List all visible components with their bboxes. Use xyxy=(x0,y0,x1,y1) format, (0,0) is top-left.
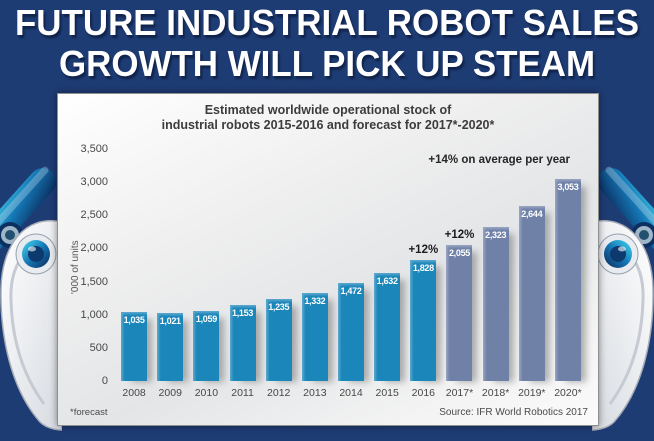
bar-2016: 1,828 +12% xyxy=(408,244,438,381)
bar-column: 2,055 +12% 2017* xyxy=(441,149,477,399)
headline-line-2: GROWTH WILL PICK UP STEAM xyxy=(58,43,596,84)
bar-value-label: 2,055 xyxy=(448,247,470,258)
y-tick-label: 2,500 xyxy=(80,209,108,222)
source-label: Source: IFR World Robotics 2017 xyxy=(439,407,588,418)
y-tick-label: 3,000 xyxy=(80,176,108,189)
chart-title-line-2: industrial robots 2015-2016 and forecast… xyxy=(161,118,495,132)
y-tick-label: 2,000 xyxy=(80,242,108,255)
forecast-footnote: *forecast xyxy=(70,407,108,418)
bar-value-label: 1,828 xyxy=(412,262,434,273)
x-tick-label: 2017* xyxy=(445,387,474,399)
x-tick-label: 2015 xyxy=(375,387,399,399)
bar-2009: 1,021 xyxy=(157,313,184,381)
y-tick-label: 1,500 xyxy=(80,275,108,288)
x-tick-label: 2020* xyxy=(554,387,582,399)
bar-column: 1,332 2013 xyxy=(297,149,333,399)
bar-2020: 3,053 xyxy=(554,178,581,381)
bar-2018: 2,323 xyxy=(482,227,509,381)
bar-column: 1,035 2008 xyxy=(116,149,152,399)
x-tick-label: 2013 xyxy=(303,387,327,399)
x-tick-label: 2008 xyxy=(122,387,146,399)
x-tick-label: 2009 xyxy=(158,387,182,399)
bar-2019: 2,644 xyxy=(518,205,545,381)
bar-column: 1,059 2010 xyxy=(188,149,224,399)
x-tick-label: 2018* xyxy=(481,387,510,399)
bar-column: 1,472 2014 xyxy=(333,149,369,399)
bar-2008: 1,035 xyxy=(121,312,148,381)
bar-2014: 1,472 xyxy=(338,283,365,381)
bar-value-label: 1,059 xyxy=(195,313,217,324)
bar-column: 1,632 2015 xyxy=(369,149,405,399)
bar-column: 1,828 +12% 2016 xyxy=(405,149,441,399)
x-tick-label: 2016 xyxy=(411,387,435,399)
plot-area: +14% on average per year 1,035 2008 1,021 2… xyxy=(116,149,586,399)
growth-annotation: +12% xyxy=(444,228,475,241)
bar-value-label: 3,053 xyxy=(557,181,579,192)
bar-value-label: 1,153 xyxy=(232,307,254,318)
bar-column: 2,323 2018* xyxy=(478,149,514,399)
x-tick-label: 2012 xyxy=(267,387,291,399)
bar-column: 3,053 2020* xyxy=(550,149,586,399)
average-growth-annotation: +14% on average per year xyxy=(428,154,570,166)
bar-2012: 1,235 xyxy=(265,299,292,381)
headline: FUTURE INDUSTRIAL ROBOT SALES GROWTH WIL… xyxy=(10,2,644,84)
y-tick-label: 3,500 xyxy=(80,143,108,155)
bar-value-label: 2,644 xyxy=(521,208,543,219)
y-tick-label: 0 xyxy=(101,375,108,387)
bar-2011: 1,153 xyxy=(229,304,256,381)
bar-2017: 2,055 +12% xyxy=(445,229,474,381)
x-tick-label: 2014 xyxy=(339,387,363,399)
bar-value-label: 1,332 xyxy=(304,295,326,306)
bar-2015: 1,632 xyxy=(374,272,401,381)
chart-title: Estimated worldwide operational stock of… xyxy=(58,103,598,133)
bar-value-label: 1,035 xyxy=(123,315,145,326)
robot-arm-right-image xyxy=(592,166,654,431)
bar-value-label: 1,472 xyxy=(340,286,362,297)
bar-column: 2,644 2019* xyxy=(514,149,550,399)
chart-title-line-1: Estimated worldwide operational stock of xyxy=(204,103,452,117)
chart-panel: Estimated worldwide operational stock of… xyxy=(57,93,599,426)
x-tick-label: 2011 xyxy=(231,387,254,399)
bar-value-label: 1,021 xyxy=(159,316,181,327)
headline-line-1: FUTURE INDUSTRIAL ROBOT SALES xyxy=(14,2,640,43)
robot-arm-left-image xyxy=(0,166,62,431)
bar-2013: 1,332 xyxy=(301,292,328,381)
growth-annotation: +12% xyxy=(408,243,439,256)
y-tick-label: 500 xyxy=(89,341,108,354)
bar-column: 1,235 2012 xyxy=(261,149,297,399)
bar-value-label: 1,235 xyxy=(268,302,290,313)
bar-2010: 1,059 xyxy=(193,310,220,381)
bar-column: 1,021 2009 xyxy=(152,149,188,399)
bar-value-label: 1,632 xyxy=(376,275,398,286)
x-tick-label: 2019* xyxy=(518,387,546,399)
bar-column: 1,153 2011 xyxy=(224,149,260,399)
x-tick-label: 2010 xyxy=(194,387,219,399)
y-axis: 0 500 1,000 1,500 2,000 2,500 3,000 3,500 xyxy=(58,143,108,387)
y-tick-label: 1,000 xyxy=(80,308,108,321)
bar-value-label: 2,323 xyxy=(485,230,507,240)
